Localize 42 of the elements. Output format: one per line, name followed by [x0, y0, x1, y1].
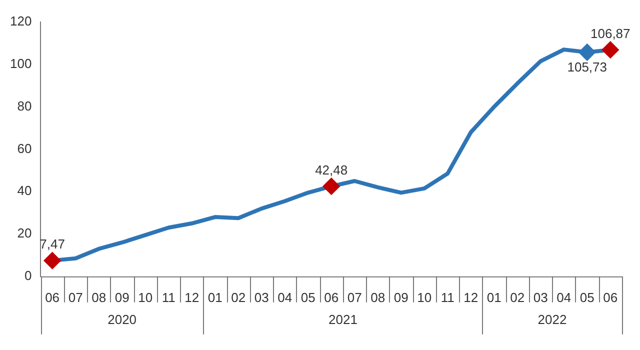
y-tick-label: 100	[10, 56, 32, 71]
x-tick-label: 04	[556, 290, 572, 305]
x-tick-label: 03	[254, 290, 269, 305]
data-label: 105,73	[567, 59, 608, 74]
x-tick-label: 12	[464, 290, 478, 305]
text: 2022	[538, 312, 567, 327]
point	[602, 42, 618, 58]
x-tick-label: 06	[603, 290, 618, 305]
y-tick-label: 120	[10, 14, 32, 29]
x-tick-label: 01	[486, 290, 502, 305]
data-label: 42,48	[315, 162, 348, 178]
x-tick-label: 09	[114, 290, 130, 305]
x-tick-label: 12	[184, 290, 200, 305]
x-tick-label: 06	[324, 290, 339, 305]
x-tick-label: 11	[162, 290, 176, 305]
y-tick-label: 60	[17, 140, 32, 156]
text: 2021	[328, 312, 358, 327]
x-tick-label: 02	[510, 290, 525, 305]
x-tick-label: 03	[533, 290, 548, 305]
x-tick-label: 04	[278, 290, 292, 305]
y-tick-label: 20	[17, 226, 32, 241]
x-tick-label: 08	[370, 290, 386, 305]
data-label: 106,87	[590, 26, 630, 41]
y-tick-label: 0	[24, 268, 32, 283]
x-tick-label: 10	[138, 290, 153, 305]
point	[579, 44, 596, 60]
x-tick-label: 05	[580, 290, 594, 305]
y-tick-label: 40	[17, 183, 32, 198]
x-tick-label: 07	[68, 290, 83, 305]
x-tick-label: 05	[300, 290, 316, 305]
x-tick-label: 01	[208, 290, 222, 305]
y-tick-label: 80	[17, 98, 32, 114]
x-tick-label: 11	[440, 290, 454, 305]
text: 2020	[108, 312, 137, 327]
point	[44, 252, 60, 269]
x-tick-label: 07	[347, 290, 362, 305]
x-tick-label: 09	[394, 290, 408, 305]
point	[323, 178, 340, 194]
x-tick-label: 08	[92, 290, 106, 305]
x-tick-label: 06	[45, 290, 60, 305]
x-tick-label: 02	[231, 290, 246, 305]
x-tick-label: 10	[417, 290, 432, 305]
